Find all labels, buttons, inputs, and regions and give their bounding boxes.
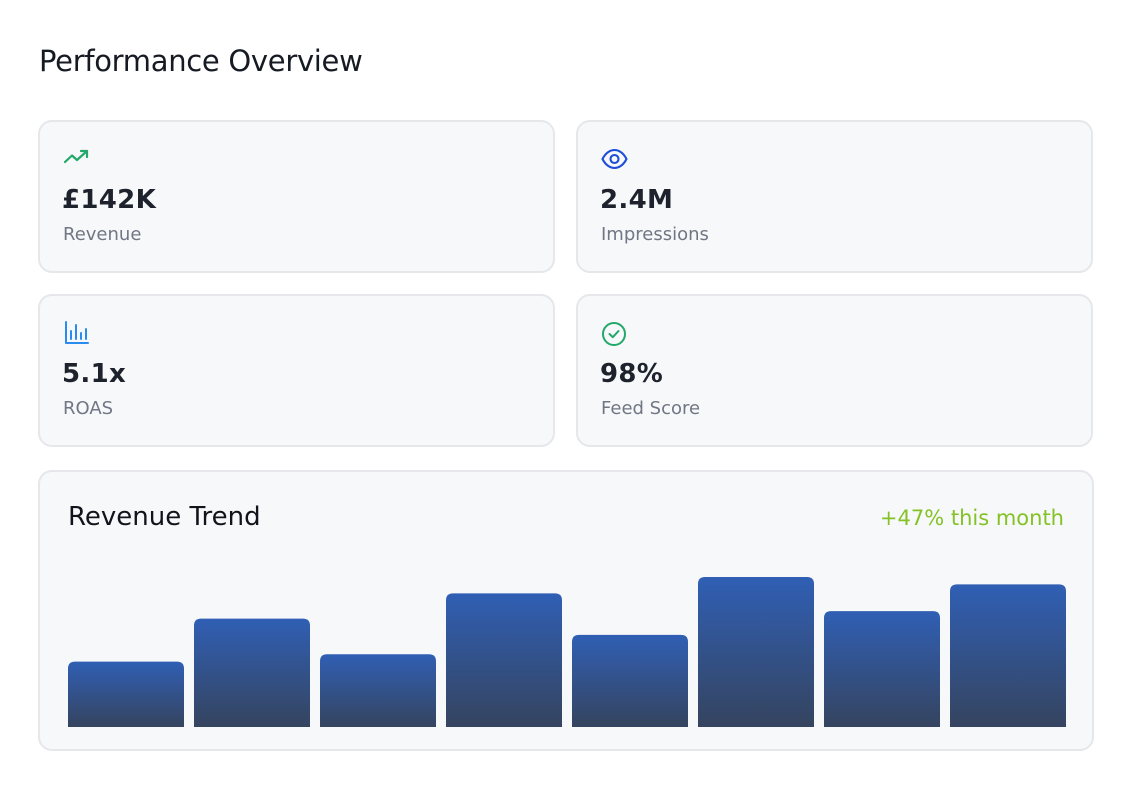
chart-bar-1 xyxy=(68,661,184,727)
revenue-label: Revenue xyxy=(63,224,142,245)
feed-score-card[interactable]: 98% Feed Score xyxy=(576,294,1093,447)
chart-bar-5 xyxy=(572,634,688,727)
revenue-trend-chart xyxy=(68,577,1066,727)
impressions-label: Impressions xyxy=(601,224,709,245)
revenue-trend-delta: +47% this month xyxy=(879,506,1064,530)
revenue-value: £142K xyxy=(62,185,157,215)
revenue-trend-card: Revenue Trend +47% this month xyxy=(38,470,1094,751)
roas-label: ROAS xyxy=(63,398,114,419)
bar-chart-icon xyxy=(63,321,91,347)
chart-bar-3 xyxy=(320,654,436,727)
chart-bar-4 xyxy=(446,593,562,727)
feed-score-value: 98% xyxy=(600,359,664,389)
roas-card[interactable]: 5.1x ROAS xyxy=(38,294,555,447)
trending-up-icon xyxy=(63,147,91,173)
impressions-card[interactable]: 2.4M Impressions xyxy=(576,120,1093,273)
chart-bar-2 xyxy=(194,618,310,727)
roas-value: 5.1x xyxy=(62,359,127,389)
impressions-value: 2.4M xyxy=(600,185,674,215)
chart-bar-7 xyxy=(824,611,940,727)
page-title: Performance Overview xyxy=(39,44,363,78)
revenue-trend-title: Revenue Trend xyxy=(68,502,261,532)
chart-bar-8 xyxy=(950,584,1066,727)
feed-score-label: Feed Score xyxy=(601,398,701,419)
chart-bar-6 xyxy=(698,577,814,727)
revenue-card[interactable]: £142K Revenue xyxy=(38,120,555,273)
eye-icon xyxy=(601,147,629,173)
check-circle-icon xyxy=(601,321,629,347)
